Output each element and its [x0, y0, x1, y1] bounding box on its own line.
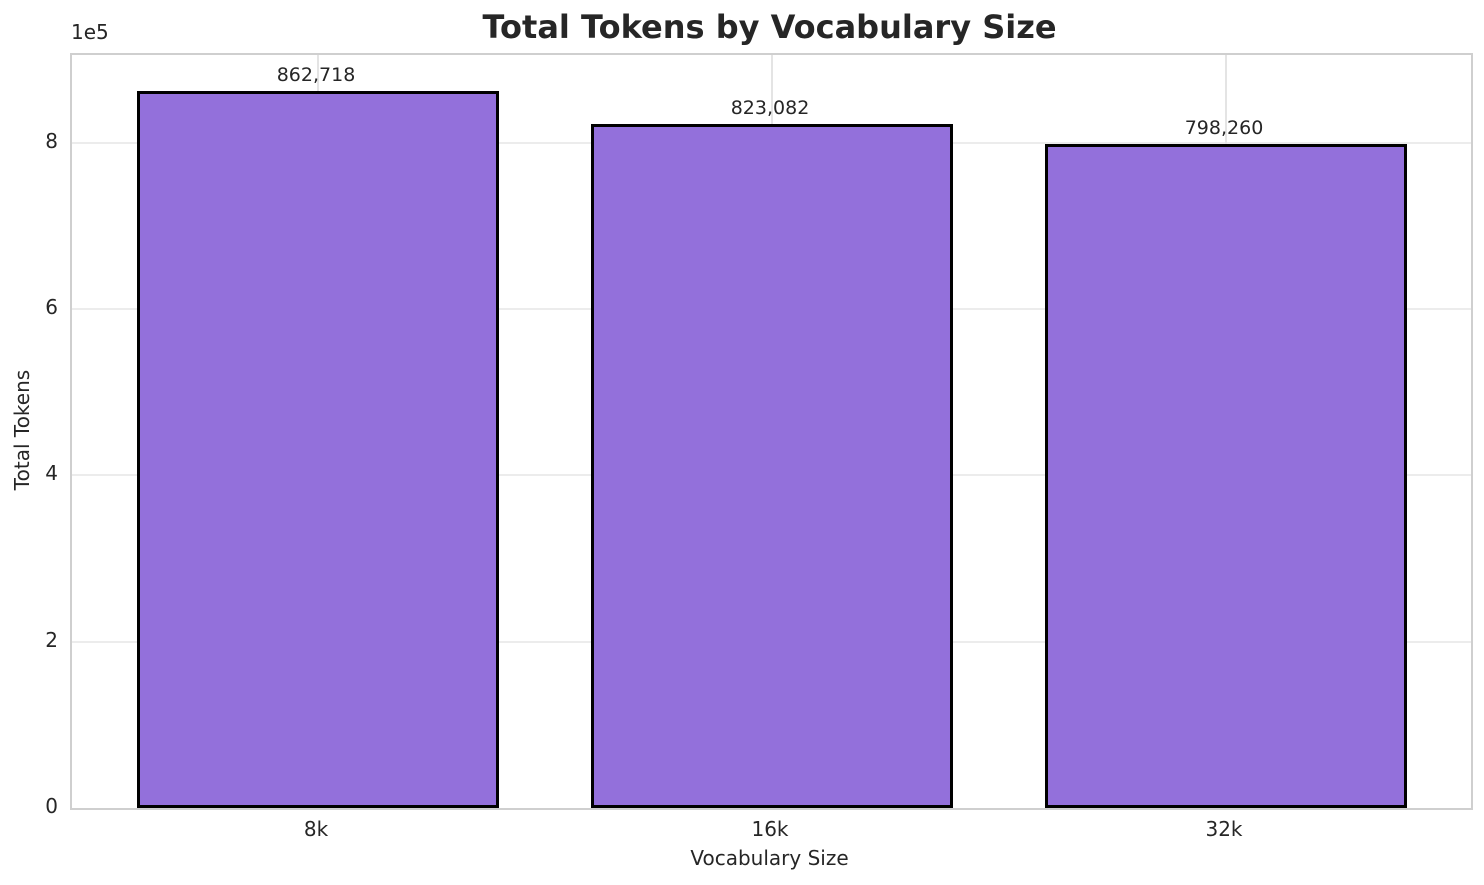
x-tick-label: 16k — [751, 817, 789, 841]
bar — [137, 90, 499, 808]
plot-area — [70, 53, 1473, 810]
y-axis-offset-label: 1e5 — [71, 20, 109, 44]
y-tick-label: 4 — [45, 461, 58, 486]
y-tick-label: 0 — [45, 794, 58, 818]
bar — [591, 123, 953, 808]
x-tick-label: 8k — [303, 817, 329, 841]
y-tick-label: 2 — [45, 627, 58, 652]
bar-value-label: 862,718 — [276, 63, 356, 86]
chart-title: Total Tokens by Vocabulary Size — [482, 8, 1057, 46]
x-axis-label: Vocabulary Size — [690, 846, 849, 870]
y-tick-label: 8 — [45, 128, 58, 153]
x-tick-label: 32k — [1205, 817, 1243, 841]
bar — [1045, 144, 1407, 808]
y-tick-label: 6 — [45, 295, 58, 320]
bar-value-label: 823,082 — [730, 96, 810, 119]
bar-value-label: 798,260 — [1184, 117, 1264, 140]
